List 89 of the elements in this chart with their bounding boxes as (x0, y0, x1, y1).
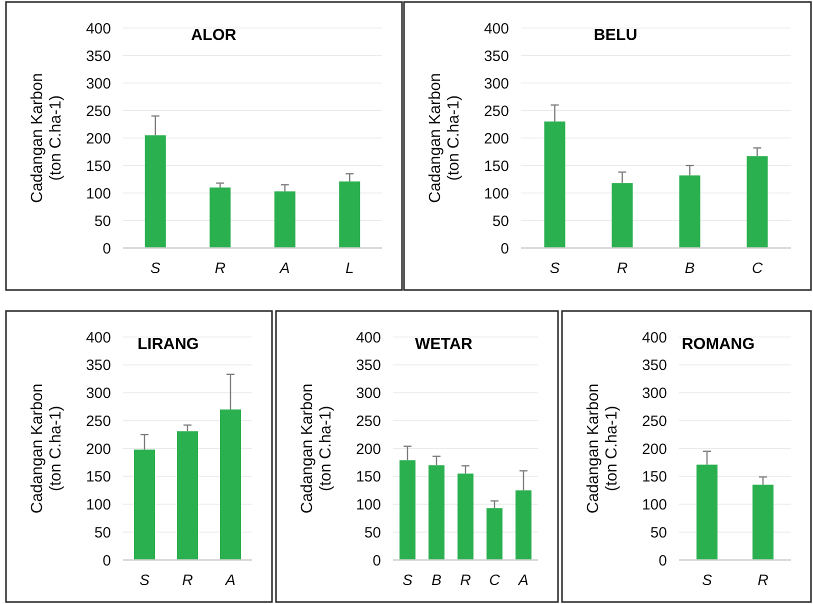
y-tick-label: 100 (484, 185, 509, 202)
bar (177, 431, 198, 560)
x-tick-label: A (517, 572, 529, 589)
y-tick-label: 350 (642, 357, 667, 374)
x-tick-label: S (402, 572, 413, 589)
x-tick-label: S (150, 260, 160, 277)
bar (400, 460, 416, 560)
y-tick-label: 150 (86, 468, 111, 486)
y-tick-label: 200 (86, 130, 111, 148)
y-tick-label: 250 (356, 412, 381, 430)
y-tick-label: 100 (86, 496, 111, 514)
y-tick-label: 250 (642, 412, 667, 430)
bar (220, 409, 241, 560)
y-tick-label: 400 (356, 329, 381, 346)
y-tick-label: 100 (86, 185, 111, 202)
y-tick-label: 200 (642, 440, 667, 458)
y-tick-label: 350 (86, 48, 111, 65)
bar (746, 156, 768, 248)
y-tick-label: 0 (102, 552, 111, 570)
bar (134, 450, 155, 560)
chart-title: BELU (594, 27, 638, 44)
y-tick-label: 300 (484, 75, 509, 92)
x-tick-label: A (224, 572, 236, 589)
bar (516, 490, 532, 560)
y-axis-title: Cadangan Karbon (ton C.ha-1) (299, 384, 335, 514)
x-tick-label: B (684, 260, 695, 277)
y-axis-title: Cadangan Karbon (ton C.ha-1) (29, 73, 65, 203)
y-tick-label: 250 (86, 102, 111, 120)
bar (339, 181, 360, 248)
x-tick-label: B (431, 572, 442, 589)
bar (458, 474, 474, 560)
x-tick-label: R (616, 260, 628, 277)
x-tick-label: C (752, 260, 763, 277)
chart-title: LIRANG (137, 336, 199, 353)
bar (144, 135, 166, 248)
bar (210, 188, 231, 248)
chart-title: ROMANG (682, 336, 755, 353)
y-tick-label: 400 (86, 329, 111, 346)
y-tick-label: 350 (356, 357, 381, 374)
x-tick-label: C (489, 572, 500, 589)
y-tick-label: 150 (484, 158, 509, 175)
y-tick-label: 150 (356, 468, 381, 486)
y-tick-label: 300 (86, 385, 111, 402)
y-tick-label: 300 (642, 385, 667, 402)
x-tick-label: S (702, 572, 712, 589)
chart-title: ALOR (190, 27, 237, 44)
x-tick-label: S (139, 572, 150, 589)
y-tick-label: 0 (102, 240, 111, 258)
y-tick-label: 200 (484, 130, 509, 148)
y-tick-label: 400 (484, 20, 509, 38)
bar (544, 122, 566, 248)
y-tick-label: 0 (500, 240, 509, 258)
x-tick-label: R (758, 572, 769, 589)
y-tick-label: 0 (658, 552, 667, 570)
x-tick-label: S (550, 260, 560, 277)
y-tick-label: 300 (356, 385, 381, 402)
y-tick-label: 250 (484, 102, 509, 120)
y-tick-label: 150 (642, 468, 667, 486)
y-axis-title: Cadangan Karbon (ton C.ha-1) (427, 73, 463, 203)
y-tick-label: 0 (372, 552, 381, 570)
y-tick-label: 400 (86, 20, 111, 38)
x-tick-label: L (345, 260, 354, 277)
y-axis-title: Cadangan Karbon (ton C.ha-1) (585, 384, 621, 514)
y-tick-label: 100 (642, 496, 667, 514)
y-tick-label: 50 (650, 524, 667, 542)
y-tick-label: 200 (86, 440, 111, 458)
bar (486, 508, 502, 560)
y-tick-label: 300 (86, 75, 111, 92)
x-tick-label: R (214, 260, 226, 277)
bar (612, 183, 633, 248)
y-tick-label: 100 (356, 496, 381, 514)
y-tick-label: 350 (86, 357, 111, 374)
y-tick-label: 250 (86, 412, 111, 430)
y-tick-label: 50 (94, 212, 111, 230)
bar (679, 175, 700, 248)
y-tick-label: 150 (86, 158, 111, 175)
y-tick-label: 50 (94, 524, 111, 542)
y-tick-label: 400 (642, 329, 667, 346)
bar (274, 191, 296, 248)
x-tick-label: R (182, 572, 194, 589)
y-tick-label: 200 (356, 440, 381, 458)
y-axis-title: Cadangan Karbon (ton C.ha-1) (29, 384, 65, 514)
y-tick-label: 350 (484, 48, 509, 65)
x-tick-label: R (460, 572, 472, 589)
x-tick-label: A (278, 260, 290, 277)
bar (428, 465, 444, 560)
y-tick-label: 50 (364, 524, 381, 542)
chart-title: WETAR (415, 336, 473, 353)
y-tick-label: 50 (492, 212, 509, 230)
